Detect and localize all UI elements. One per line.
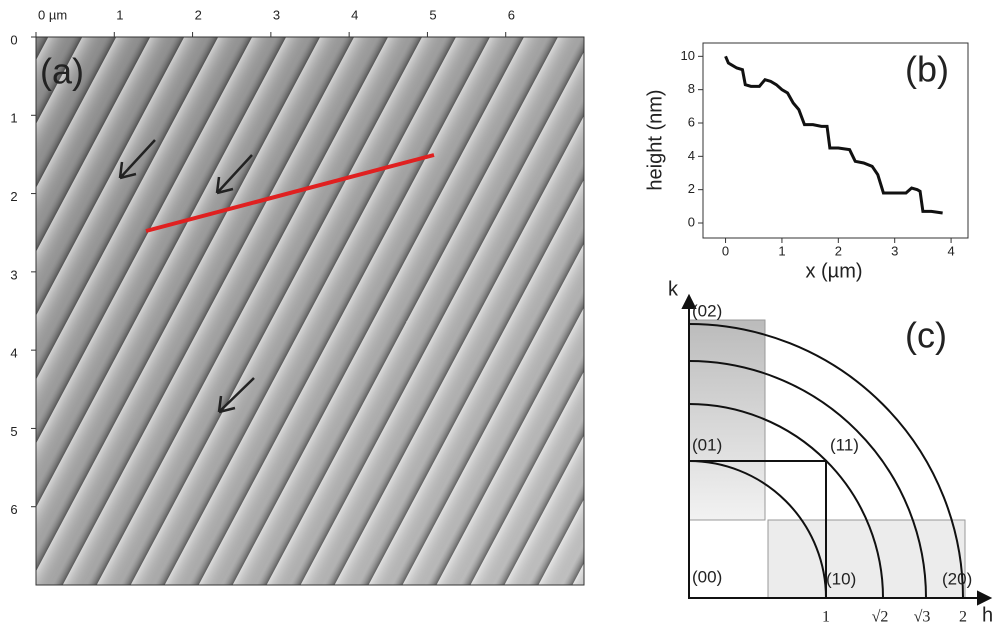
spot-label: (11)	[830, 435, 859, 454]
h-tick-label: 1	[822, 609, 830, 626]
spot-label: (02)	[692, 301, 722, 320]
y-tick-label: 6	[10, 502, 17, 517]
y-tick-label: 6	[688, 114, 695, 129]
y-tick-label: 5	[10, 424, 17, 439]
profile-line	[145, 153, 435, 233]
spot-label: (10)	[826, 569, 856, 588]
x-tick-label: 1	[116, 7, 123, 22]
y-tick-label: 8	[688, 81, 695, 96]
spot-label: (20)	[942, 569, 972, 588]
x-tick-label: 1	[778, 243, 785, 258]
y-tick-label: 2	[10, 189, 17, 204]
plot-frame	[702, 42, 969, 239]
h-axis-label: h	[982, 604, 993, 626]
y-tick-label: 0	[688, 214, 695, 229]
h-tick-label: √2	[872, 609, 889, 626]
rings	[688, 323, 964, 599]
y-tick-label: 10	[681, 48, 695, 63]
afm-frame	[35, 36, 585, 586]
spot-label: (01)	[692, 435, 722, 454]
panel-label: (c)	[905, 315, 947, 356]
h-tick-label: √3	[914, 609, 931, 626]
x-tick-label: 3	[273, 7, 280, 22]
y-axis-label: height (nm)	[644, 89, 666, 190]
x-tick-label: 2	[195, 7, 202, 22]
h-tick-label: 2	[959, 609, 967, 626]
y-tick-label: 2	[688, 181, 695, 196]
diffraction-image	[688, 319, 766, 521]
line	[724, 55, 943, 215]
axes	[681, 293, 993, 606]
x-tick-label: 5	[429, 7, 436, 22]
x-tick-label: 0 µm	[38, 7, 67, 22]
x-tick-label: 3	[891, 243, 898, 258]
y-tick-label: 4	[10, 346, 17, 361]
y-tick-label: 1	[10, 111, 17, 126]
spot-label: (00)	[692, 567, 722, 586]
y-tick-label: 3	[10, 267, 17, 282]
arrows	[118, 139, 255, 414]
x-tick-label: 4	[351, 7, 358, 22]
panel-label: (b)	[905, 49, 949, 90]
x-tick-label: 0	[722, 243, 729, 258]
afm-texture	[36, 37, 584, 585]
y-tick-label: 0	[10, 32, 17, 47]
x-tick-label: 4	[947, 243, 954, 258]
y-tick-label: 4	[688, 148, 695, 163]
diffraction-image	[767, 519, 966, 599]
x-axis-label: x (µm)	[805, 260, 862, 282]
panel-label: (a)	[40, 51, 84, 92]
x-tick-label: 6	[508, 7, 515, 22]
k-axis-label: k	[668, 278, 679, 300]
x-tick-label: 2	[835, 243, 842, 258]
